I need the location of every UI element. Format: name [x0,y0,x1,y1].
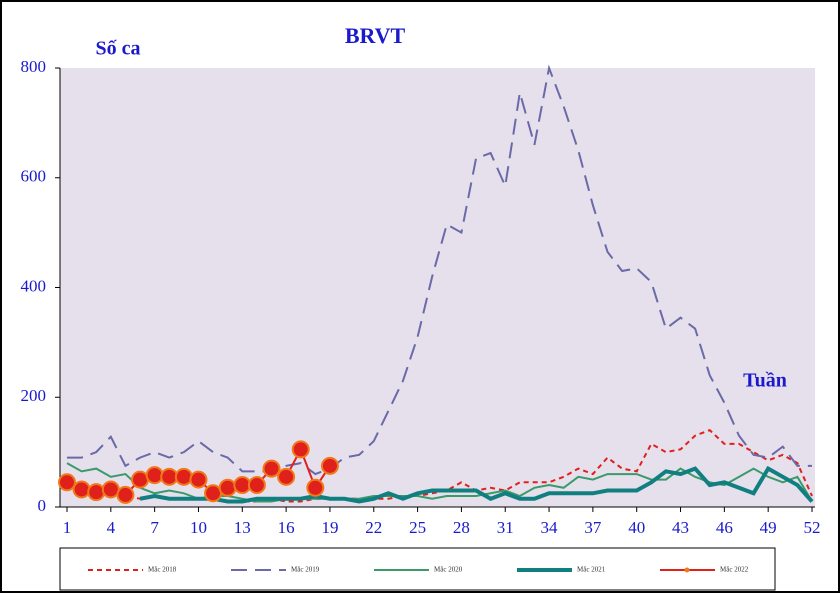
marker [247,476,266,495]
y-label: Số ca [96,38,141,60]
marker [58,473,76,492]
marker [262,459,281,478]
marker [87,483,106,502]
marker [131,470,150,489]
marker [101,480,120,499]
x-tick-label: 25 [409,518,426,537]
x-tick-label: 52 [804,518,821,537]
x-tick-label: 1 [63,518,72,537]
marker [160,467,179,486]
legend-label: Mắc 2022 [720,566,749,574]
legend-label: Mắc 2021 [577,566,606,574]
marker [218,478,237,497]
x-label: Tuần [743,370,787,392]
x-tick-label: 37 [584,518,602,537]
chart-title: BRVT [345,23,406,48]
plot-area [60,68,815,507]
x-tick-label: 34 [541,518,559,537]
marker [189,470,208,489]
y-tick-label: 0 [38,496,47,515]
marker [204,484,223,503]
marker [145,466,164,485]
marker [174,467,193,486]
x-tick-label: 19 [321,518,338,537]
x-tick-label: 22 [365,518,382,537]
legend-label: Mắc 2019 [291,566,320,574]
marker [277,467,296,486]
legend-marker [684,567,690,573]
marker [233,476,252,495]
series-line [67,64,812,476]
x-tick-label: 13 [234,518,251,537]
y-tick-label: 200 [21,386,47,405]
legend-label: Mắc 2020 [434,566,463,574]
series-line [139,465,814,504]
legend-label: Mắc 2018 [148,566,177,574]
y-tick-label: 800 [21,57,47,76]
y-tick-label: 400 [21,276,47,295]
marker [72,480,91,499]
x-tick-label: 43 [672,518,689,537]
marker [291,440,310,459]
x-tick-label: 31 [497,518,514,537]
x-tick-label: 4 [107,518,116,537]
marker [320,456,339,475]
x-tick-label: 49 [760,518,777,537]
marker [116,485,135,504]
x-tick-label: 7 [150,518,159,537]
y-tick-label: 600 [21,167,47,186]
marker [306,478,325,497]
x-tick-label: 16 [278,518,295,537]
x-tick-label: 46 [716,518,733,537]
x-tick-label: 40 [628,518,645,537]
x-tick-label: 28 [453,518,470,537]
x-tick-label: 10 [190,518,207,537]
